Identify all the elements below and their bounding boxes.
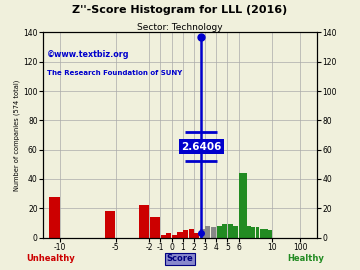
Bar xyxy=(251,227,255,238)
Bar xyxy=(256,227,260,238)
Bar xyxy=(49,197,59,238)
Bar xyxy=(105,211,115,238)
Bar xyxy=(150,217,160,238)
Bar xyxy=(205,226,211,238)
Bar xyxy=(139,205,149,238)
Text: Unhealthy: Unhealthy xyxy=(26,254,75,263)
Bar xyxy=(161,235,166,238)
Bar xyxy=(264,229,268,238)
Text: Z''-Score Histogram for LLL (2016): Z''-Score Histogram for LLL (2016) xyxy=(72,5,288,15)
Bar xyxy=(194,233,199,238)
Bar xyxy=(233,226,238,238)
Title: Sector: Technology: Sector: Technology xyxy=(137,23,223,32)
Text: 2.6406: 2.6406 xyxy=(181,142,221,152)
Bar xyxy=(172,235,177,238)
Bar xyxy=(260,229,264,238)
Text: Score: Score xyxy=(167,254,193,263)
Bar xyxy=(211,227,216,238)
Bar xyxy=(200,229,205,238)
Bar xyxy=(166,233,171,238)
Text: Healthy: Healthy xyxy=(288,254,324,263)
Bar xyxy=(222,224,227,238)
Bar xyxy=(247,226,251,238)
Bar xyxy=(189,229,194,238)
Bar xyxy=(216,226,222,238)
Text: ©www.textbiz.org: ©www.textbiz.org xyxy=(47,50,130,59)
Text: The Research Foundation of SUNY: The Research Foundation of SUNY xyxy=(47,70,183,76)
Bar xyxy=(183,230,188,238)
Bar xyxy=(228,224,233,238)
Y-axis label: Number of companies (574 total): Number of companies (574 total) xyxy=(14,79,21,191)
Bar xyxy=(268,230,272,238)
Bar xyxy=(239,173,247,238)
Bar xyxy=(177,232,183,238)
